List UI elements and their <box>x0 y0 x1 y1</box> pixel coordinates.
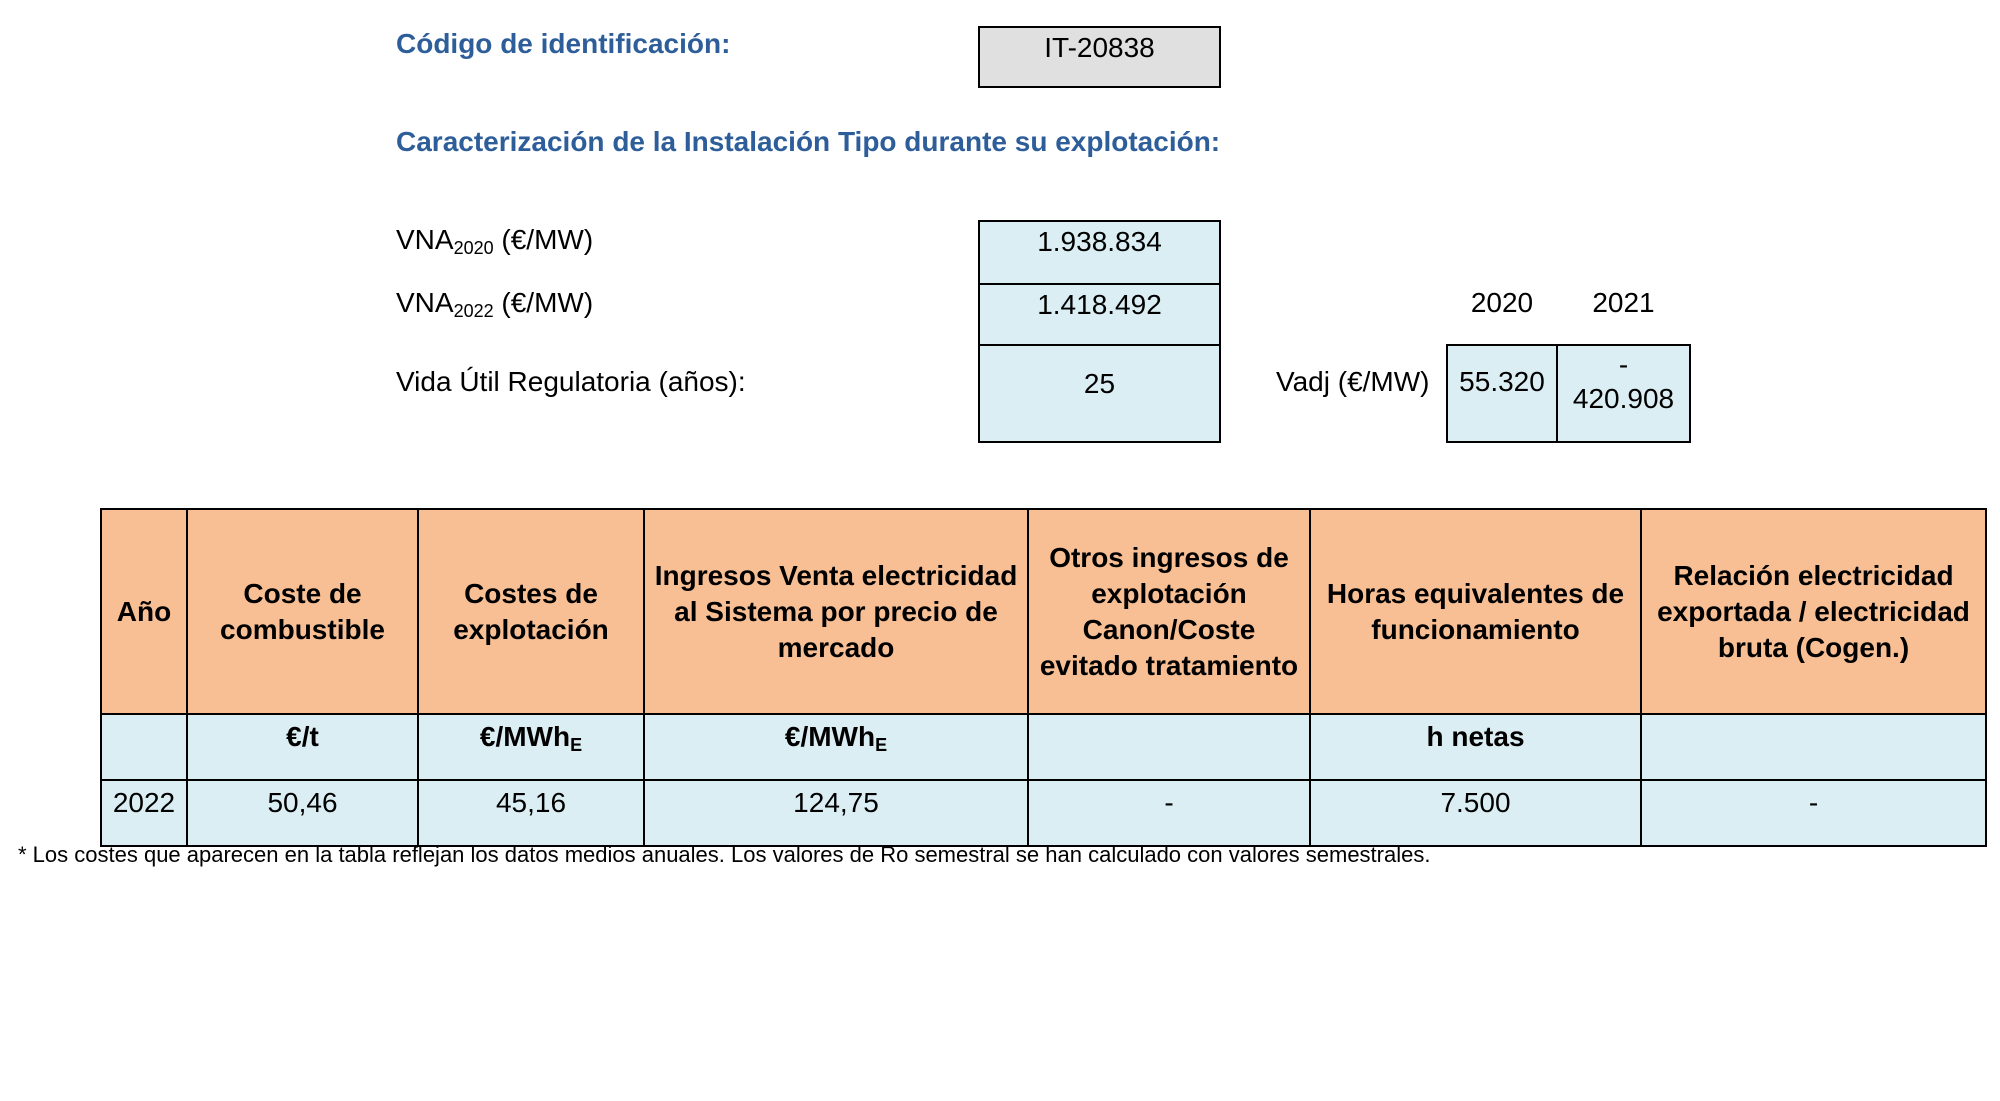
header-ingresos-venta: Ingresos Venta electricidad al Sistema p… <box>643 508 1029 715</box>
vadj-2020-box: 55.320 <box>1446 344 1558 443</box>
vadj-year-2020: 2020 <box>1470 287 1534 318</box>
cell-relacion: - <box>1640 779 1987 847</box>
cell-otros: - <box>1027 779 1311 847</box>
cell-explotacion: 45,16 <box>417 779 645 847</box>
vida-util-value: 25 <box>1083 368 1116 399</box>
cost-table: Año Coste de combustible Costes de explo… <box>100 508 1987 847</box>
section-title: Caracterización de la Instalación Tipo d… <box>396 126 1221 157</box>
code-label: Código de identificación: <box>396 28 731 59</box>
cell-anio: 2022 <box>100 779 188 847</box>
table-units-row: €/t €/MWhE €/MWhE h netas <box>100 713 1987 781</box>
vna2020-value: 1.938.834 <box>1037 226 1162 257</box>
vida-util-value-box: 25 <box>978 344 1221 443</box>
header-relacion-electricidad: Relación electricidad exportada / electr… <box>1640 508 1987 715</box>
unit-relacion <box>1640 713 1987 781</box>
header-horas-equivalentes: Horas equivalentes de funcionamiento <box>1309 508 1642 715</box>
header-costes-explotacion: Costes de explotación <box>417 508 645 715</box>
vna2020-value-box: 1.938.834 <box>978 220 1221 285</box>
unit-anio <box>100 713 188 781</box>
vna2020-label: VNA2020 (€/MW) <box>396 224 594 258</box>
vna2022-value-box: 1.418.492 <box>978 283 1221 346</box>
footnote: * Los costes que aparecen en la tabla re… <box>18 842 1431 867</box>
cell-combustible: 50,46 <box>186 779 419 847</box>
header-otros-ingresos: Otros ingresos de explotación Canon/Cost… <box>1027 508 1311 715</box>
unit-combustible: €/t <box>186 713 419 781</box>
unit-ingresos: €/MWhE <box>643 713 1029 781</box>
vna2022-label: VNA2022 (€/MW) <box>396 287 594 321</box>
table-header-row: Año Coste de combustible Costes de explo… <box>100 508 1987 715</box>
unit-horas: h netas <box>1309 713 1642 781</box>
table-row: 2022 50,46 45,16 124,75 - 7.500 - <box>100 779 1987 847</box>
vna2022-value: 1.418.492 <box>1037 289 1162 320</box>
vadj-2020-value: 55.320 <box>1459 366 1545 397</box>
code-value-box: IT-20838 <box>978 26 1221 88</box>
unit-explotacion: €/MWhE <box>417 713 645 781</box>
vadj-2021-value-line1: - <box>1618 349 1629 380</box>
cell-horas: 7.500 <box>1309 779 1642 847</box>
vadj-2021-box: - 420.908 <box>1556 344 1691 443</box>
vadj-year-2021: 2021 <box>1592 287 1655 318</box>
vadj-2021-value-line2: 420.908 <box>1572 383 1675 414</box>
code-value: IT-20838 <box>1044 32 1155 63</box>
header-coste-combustible: Coste de combustible <box>186 508 419 715</box>
unit-otros <box>1027 713 1311 781</box>
vida-util-label: Vida Útil Regulatoria (años): <box>396 366 746 397</box>
vadj-label: Vadj (€/MW) <box>1276 366 1430 397</box>
header-anio: Año <box>100 508 188 715</box>
cell-ingresos: 124,75 <box>643 779 1029 847</box>
